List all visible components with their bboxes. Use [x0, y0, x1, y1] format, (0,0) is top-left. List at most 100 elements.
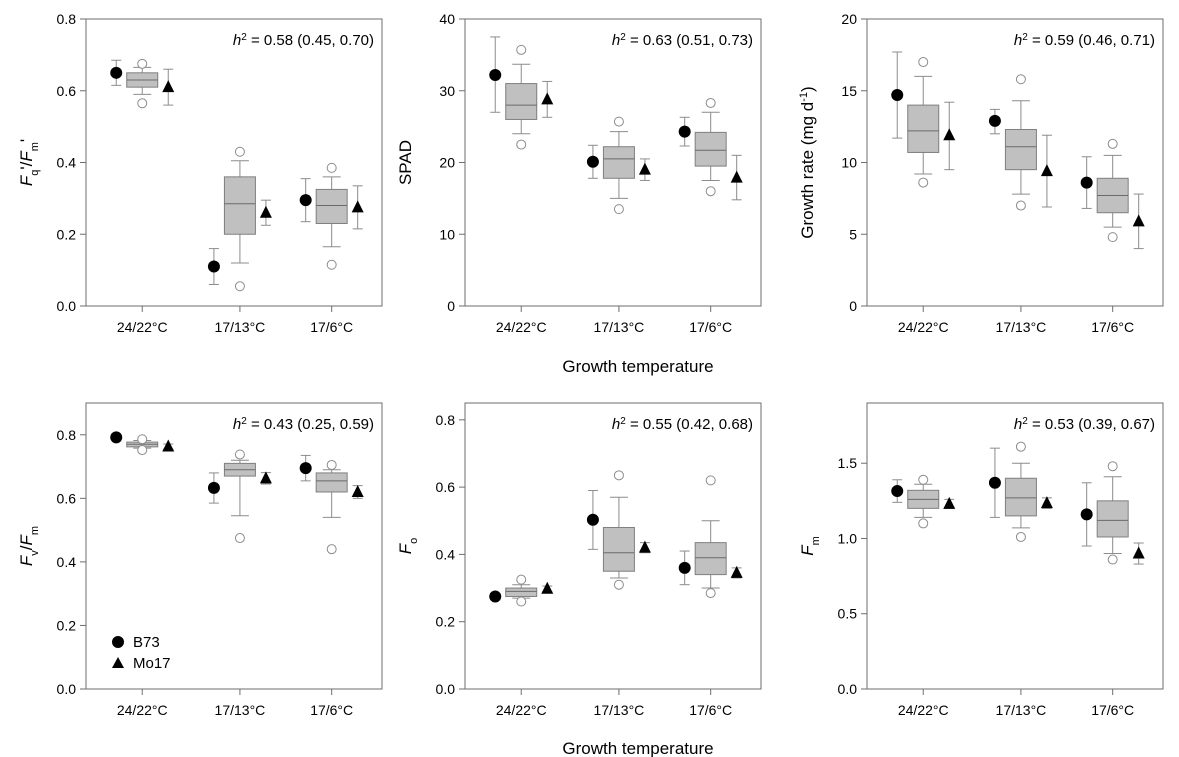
x-tick-label: 17/6°C	[1091, 319, 1134, 335]
mo17-point	[541, 92, 554, 105]
mo17-point	[259, 471, 272, 484]
mo17-point	[638, 540, 651, 553]
mo17-point	[351, 200, 364, 213]
panel-5: 0.0 0.2 0.4 0.6 0.8 24/22°C 17/13°C 17/6°C Fo h2 …	[396, 402, 762, 718]
x-tick-label: 17/6°C	[1091, 702, 1134, 718]
y-tick-label: 0.4	[57, 554, 77, 570]
box-outlier	[137, 445, 148, 456]
b73-point	[207, 481, 220, 494]
box-outlier	[1015, 531, 1026, 542]
b73-point	[299, 194, 312, 207]
heritability-label: h2 = 0.58 (0.45, 0.70)	[233, 32, 374, 50]
box-iqr	[1096, 500, 1129, 538]
box-outlier	[1107, 554, 1118, 565]
x-tick-label: 24/22°C	[496, 702, 547, 718]
box-outlier	[613, 470, 624, 481]
mo17-point	[1132, 214, 1145, 227]
box-outlier	[137, 58, 148, 69]
y-tick-label: 0.6	[57, 490, 77, 506]
box-outlier	[918, 177, 929, 188]
heritability-label: h2 = 0.55 (0.42, 0.68)	[612, 416, 753, 434]
y-tick-label: 0.0	[57, 681, 77, 697]
panel-6: 0.0 0.5 1.0 1.5 24/22°C 17/13°C 17/6°C Fm h2 = 0…	[798, 402, 1164, 718]
box-outlier	[613, 579, 624, 590]
box-outlier	[234, 449, 245, 460]
panels-group: 0.0 0.2 0.4 0.6 0.8 24/22°C 17/13°C 17/6°C Fq'/F…	[17, 11, 1164, 718]
b73-point	[891, 485, 904, 498]
legend: B73 Mo17	[112, 634, 171, 672]
y-tick-label: 30	[439, 83, 455, 99]
box-outlier	[326, 544, 337, 555]
box-iqr	[223, 176, 256, 235]
panel-2: 0 10 20 30 40 24/22°C 17/13°C 17/6°C SPAD h2 = 0.…	[396, 11, 762, 335]
box-iqr	[505, 587, 538, 597]
box-outlier	[137, 98, 148, 109]
y-tick-label: 20	[439, 155, 455, 171]
y-tick-label: 0.4	[436, 546, 456, 562]
heritability-label: h2 = 0.43 (0.25, 0.59)	[233, 416, 374, 434]
y-tick-label: 0.2	[57, 226, 77, 242]
x-tick-label: 17/13°C	[996, 319, 1047, 335]
y-tick-label: 0.2	[57, 617, 77, 633]
box-outlier	[516, 574, 527, 585]
box-iqr	[315, 188, 348, 224]
box-outlier	[705, 97, 716, 108]
box-outlier	[326, 459, 337, 470]
legend-marker-b73	[112, 636, 124, 648]
y-tick-label: 10	[439, 226, 455, 242]
y-axis-label: SPAD	[396, 140, 415, 185]
y-tick-label: 0.0	[57, 298, 77, 314]
box-outlier	[613, 204, 624, 215]
y-tick-label: 20	[841, 11, 857, 27]
y-tick-label: 0.6	[57, 83, 77, 99]
x-tick-label: 17/13°C	[594, 319, 645, 335]
box-outlier	[234, 146, 245, 157]
x-tick-label: 17/13°C	[215, 319, 266, 335]
b73-point	[489, 68, 502, 81]
legend-label-mo17: Mo17	[133, 655, 171, 672]
y-tick-label: 0.8	[57, 427, 77, 443]
y-tick-label: 1.5	[838, 455, 858, 471]
mo17-point	[730, 565, 743, 578]
mo17-point	[943, 128, 956, 141]
box-iqr	[694, 542, 727, 576]
y-axis-label: Fo	[396, 538, 420, 555]
b73-point	[988, 476, 1001, 489]
box-outlier	[1015, 441, 1026, 452]
plot-frame	[464, 402, 762, 690]
y-tick-label: 0.6	[436, 479, 456, 495]
mo17-point	[259, 205, 272, 218]
b73-point	[678, 125, 691, 138]
mo17-point	[351, 484, 364, 497]
y-axis-label: Growth rate (mg d-1)	[798, 86, 817, 238]
y-tick-label: 5	[849, 226, 857, 242]
y-tick-label: 0.0	[436, 681, 456, 697]
x-tick-label: 17/6°C	[689, 319, 732, 335]
box-outlier	[1107, 138, 1118, 149]
b73-point	[586, 155, 599, 168]
y-axis-label: Fq'/Fm'	[17, 139, 41, 186]
y-tick-label: 0.2	[436, 614, 456, 630]
x-axis-title-top: Growth temperature	[562, 357, 713, 376]
y-axis-label: Fv/Fm	[17, 526, 41, 566]
box-iqr	[602, 146, 635, 179]
mo17-point	[638, 162, 651, 175]
box-outlier	[918, 518, 929, 529]
mo17-point	[1132, 546, 1145, 559]
mo17-point	[541, 581, 554, 594]
box-outlier	[705, 186, 716, 197]
box-outlier	[1107, 232, 1118, 243]
b73-point	[110, 66, 123, 79]
y-tick-label: 10	[841, 155, 857, 171]
y-tick-label: 0	[849, 298, 857, 314]
b73-point	[207, 260, 220, 273]
y-tick-label: 15	[841, 83, 857, 99]
panel-4: 0.0 0.2 0.4 0.6 0.8 24/22°C 17/13°C 17/6°C Fv/Fm…	[17, 402, 383, 718]
panel-1: 0.0 0.2 0.4 0.6 0.8 24/22°C 17/13°C 17/6°C Fq'/F…	[17, 11, 383, 335]
box-iqr	[602, 526, 635, 572]
plot-frame	[85, 402, 383, 690]
legend-marker-mo17	[112, 657, 124, 668]
x-tick-label: 24/22°C	[117, 319, 168, 335]
b73-point	[299, 462, 312, 475]
y-tick-label: 1.0	[838, 530, 858, 546]
